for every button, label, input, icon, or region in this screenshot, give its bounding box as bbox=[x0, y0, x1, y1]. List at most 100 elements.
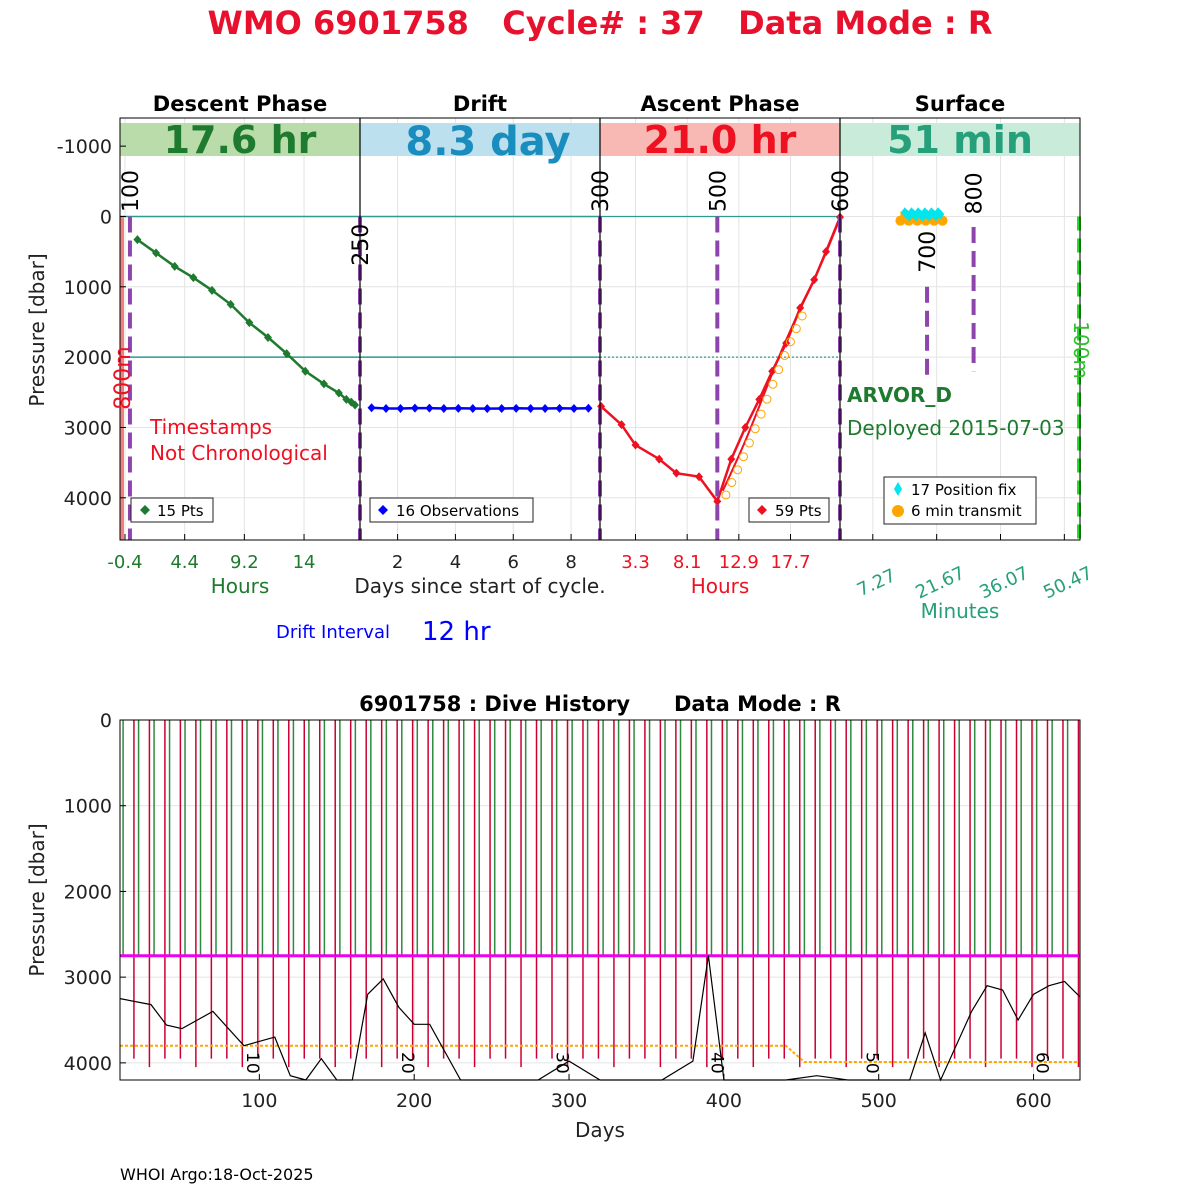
drift-line bbox=[371, 406, 589, 410]
x-tick-label: 50.47 bbox=[1040, 563, 1096, 604]
marker-label-250: 250 bbox=[349, 224, 374, 266]
marker-label-700: 700 bbox=[916, 231, 941, 273]
dive-history-plot-area bbox=[120, 720, 1080, 1080]
descent-point bbox=[263, 332, 272, 342]
x-axis-label-ascent: Hours bbox=[691, 574, 750, 598]
y-tick-label: 0 bbox=[100, 206, 112, 228]
x-tick-label: 21.67 bbox=[913, 563, 969, 604]
drift-point bbox=[512, 403, 521, 413]
ascent-point bbox=[655, 454, 664, 464]
x-tick-label: 6 bbox=[508, 552, 519, 573]
position-fix-icon bbox=[894, 482, 902, 496]
ascent-open-marker bbox=[780, 350, 790, 360]
duration-band-1 bbox=[360, 123, 600, 156]
deployment-date-label: Deployed 2015-07-03 bbox=[847, 416, 1065, 440]
dive-history-x-axis-label: Days bbox=[575, 1118, 625, 1142]
descent-point bbox=[334, 388, 343, 398]
drift-point bbox=[396, 403, 405, 413]
surface-right-label: 100m bbox=[1069, 321, 1093, 379]
descent-point bbox=[208, 285, 217, 295]
y-tick-label: 4000 bbox=[64, 1053, 112, 1075]
x-tick-label: 8 bbox=[565, 552, 576, 573]
descent-point bbox=[152, 248, 161, 258]
descent-point bbox=[245, 318, 254, 328]
ascent-point bbox=[713, 496, 722, 506]
y-tick-label: 1000 bbox=[64, 796, 112, 818]
phase-title-descent: Descent Phase bbox=[153, 92, 327, 116]
marker-label-600: 600 bbox=[829, 170, 854, 212]
footer-credit: WHOI Argo:18-Oct-2025 bbox=[120, 1165, 314, 1184]
ascent-point bbox=[617, 420, 626, 430]
descent-legend: 15 Pts bbox=[130, 497, 214, 523]
cycle-y-axis-label: Pressure [dbar] bbox=[25, 253, 49, 406]
drift-point bbox=[569, 403, 578, 413]
x-tick-label: 2 bbox=[392, 552, 403, 573]
drift-point bbox=[468, 403, 477, 413]
cycle-frame bbox=[119, 117, 1081, 541]
x-tick-label: 4.4 bbox=[170, 552, 199, 573]
transmit-icon bbox=[892, 505, 904, 517]
y-tick-label: 2000 bbox=[64, 881, 112, 903]
cycle-series bbox=[120, 207, 948, 506]
descent-point bbox=[319, 379, 328, 389]
duration-descent: 17.6 hr bbox=[164, 118, 317, 162]
cycle-number-label: 40 bbox=[706, 1052, 726, 1074]
drift-point bbox=[454, 403, 463, 413]
cycle-chart: 100 250 300 500 600 700 800 -1000 0 1000 2000 3000… bbox=[25, 92, 1096, 647]
cycle-number-label: 20 bbox=[397, 1052, 417, 1074]
drift-interval-value: 12 hr bbox=[422, 617, 491, 647]
transmit-legend-text: 6 min transmit bbox=[911, 502, 1022, 520]
duration-band-2 bbox=[600, 123, 840, 156]
drift-point bbox=[483, 404, 492, 414]
x-tick-label: 300 bbox=[551, 1090, 587, 1112]
drift-point bbox=[425, 403, 434, 413]
x-tick-label: 7.27 bbox=[854, 565, 899, 601]
drift-interval-label: Drift Interval bbox=[276, 622, 390, 643]
drift-point bbox=[382, 403, 391, 413]
x-tick-label: 36.07 bbox=[976, 563, 1032, 604]
cycle-number-label: 60 bbox=[1032, 1052, 1052, 1074]
marker-label-500: 500 bbox=[706, 170, 731, 212]
x-tick-label: 12.9 bbox=[719, 552, 759, 573]
y-tick-label: 4000 bbox=[64, 488, 112, 510]
x-tick-label: 8.1 bbox=[673, 552, 702, 573]
x-tick-label: -0.4 bbox=[107, 552, 142, 573]
marker-label-800: 800 bbox=[963, 172, 988, 214]
dive-history-frame-rect bbox=[119, 719, 1081, 1081]
drift-point bbox=[497, 403, 506, 413]
float-type-label: ARVOR_D bbox=[847, 383, 952, 407]
descent-point bbox=[282, 349, 291, 359]
drift-point bbox=[555, 403, 564, 413]
drift-legend: 16 Observations bbox=[369, 497, 534, 523]
timestamps-warning-line1: Timestamps bbox=[149, 415, 272, 439]
x-tick-label: 500 bbox=[861, 1090, 897, 1112]
ascent-open-marker bbox=[750, 424, 760, 434]
x-tick-label: 200 bbox=[396, 1090, 432, 1112]
x-tick-label: 17.7 bbox=[770, 552, 810, 573]
dive-history-x-ticks: 100 200 300 400 500 600 bbox=[241, 1074, 1052, 1112]
ascent-open-marker bbox=[797, 311, 807, 321]
x-axis-label-surface: Minutes bbox=[921, 599, 1000, 623]
descent-point bbox=[351, 400, 360, 410]
y-tick-label: 2000 bbox=[64, 347, 112, 369]
y-tick-label: 3000 bbox=[64, 967, 112, 989]
y-tick-label: -1000 bbox=[57, 136, 112, 158]
cycle-y-ticks: -1000 0 1000 2000 3000 4000 bbox=[57, 136, 126, 510]
dive-history-y-ticks: 0 1000 2000 3000 4000 bbox=[64, 710, 126, 1075]
drift-point bbox=[367, 403, 376, 413]
duration-band-0 bbox=[120, 123, 360, 156]
surface-legend: 17 Position fix 6 min transmit bbox=[883, 476, 1037, 525]
phase-title-surface: Surface bbox=[915, 92, 1005, 116]
drift-point bbox=[584, 403, 593, 413]
x-axis-label-descent: Hours bbox=[211, 574, 270, 598]
descent-point bbox=[189, 273, 198, 283]
descent-legend-text: 15 Pts bbox=[157, 502, 204, 520]
cycle-number-label: 10 bbox=[242, 1052, 262, 1074]
drift-point bbox=[526, 403, 535, 413]
x-tick-label: 100 bbox=[241, 1090, 277, 1112]
legend-diamond-icon bbox=[757, 505, 767, 515]
phase-title-ascent: Ascent Phase bbox=[641, 92, 800, 116]
duration-ascent: 21.0 hr bbox=[644, 118, 797, 162]
x-tick-label: 14 bbox=[293, 552, 316, 573]
ascent-open-marker bbox=[727, 478, 737, 488]
